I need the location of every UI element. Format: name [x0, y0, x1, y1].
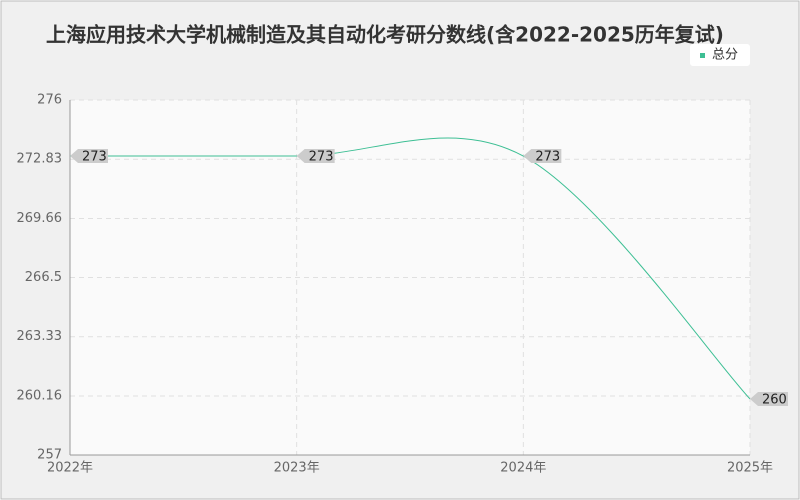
x-tick-label: 2024年 [500, 461, 546, 476]
legend-label: 总分 [712, 48, 738, 63]
plot-area [70, 100, 750, 455]
x-tick-label: 2022年 [47, 461, 93, 476]
y-tick-label: 272.83 [17, 152, 63, 167]
y-tick-label: 276 [37, 93, 62, 108]
line [69, 137, 751, 400]
label-tag [296, 149, 335, 164]
data-label: 273 [82, 150, 107, 165]
legend-swatch [700, 53, 705, 58]
data-label: 273 [535, 150, 560, 165]
y-tick-label: 257 [37, 448, 62, 463]
y-tick-label: 260.16 [17, 388, 63, 403]
label-tag [750, 391, 788, 406]
y-tick-label: 266.5 [25, 270, 62, 285]
y-tick-label: 269.66 [17, 211, 63, 226]
data-label: 273 [309, 150, 334, 165]
x-tick-label: 2025年 [727, 461, 773, 476]
legend-box [690, 44, 750, 66]
y-tick-label: 263.33 [17, 329, 63, 344]
chart-title: 上海应用技术大学机械制造及其自动化考研分数线(含2022-2025历年复试) [46, 23, 724, 47]
data-label: 260 [762, 392, 787, 407]
x-tick-label: 2023年 [274, 461, 320, 476]
label-tag [523, 149, 562, 164]
label-tag [70, 149, 108, 164]
